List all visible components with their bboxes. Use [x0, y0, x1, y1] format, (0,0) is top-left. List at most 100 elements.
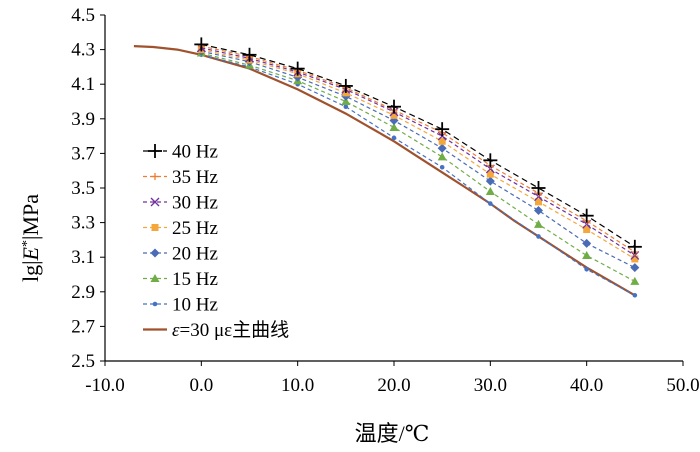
y-tick-label: 4.3	[71, 40, 95, 61]
data-point	[437, 143, 447, 153]
series-line	[201, 52, 636, 282]
legend-item: 20 Hz	[143, 244, 218, 265]
data-point	[534, 219, 543, 228]
data-point	[439, 164, 445, 170]
data-point	[391, 135, 397, 141]
x-tick-label: 10.0	[281, 375, 314, 396]
series-line	[201, 50, 636, 269]
data-point	[632, 292, 638, 298]
series-line	[201, 54, 636, 296]
y-axis-label: lg|E*|MPa	[18, 194, 43, 282]
data-point	[535, 198, 542, 206]
legend-marker	[152, 301, 158, 307]
legend-label: 10 Hz	[172, 295, 218, 316]
legend-label: 15 Hz	[172, 269, 218, 290]
legend-marker	[151, 173, 159, 180]
legend-label: 40 Hz	[172, 142, 218, 163]
data-point	[631, 255, 639, 263]
data-point	[290, 61, 305, 76]
data-point	[536, 234, 541, 239]
data-point	[486, 170, 494, 178]
data-point	[579, 208, 594, 223]
y-tick-label: 2.7	[71, 316, 95, 337]
legend-item: 35 Hz	[143, 167, 218, 188]
y-tick-label: 3.1	[71, 247, 95, 268]
data-point	[582, 238, 592, 248]
y-tick-label: 4.5	[71, 5, 95, 26]
data-point	[534, 205, 543, 215]
series-15-Hz	[196, 48, 640, 285]
data-point	[583, 226, 591, 234]
x-axis-label: 温度/℃	[355, 421, 430, 446]
legend-marker	[148, 144, 162, 158]
y-tick-label: 3.3	[71, 213, 95, 234]
series-25-Hz	[197, 46, 639, 263]
data-point	[630, 263, 640, 273]
series-10-Hz	[199, 52, 638, 298]
data-point	[483, 153, 498, 168]
y-tick-label: 3.7	[71, 143, 95, 164]
data-point	[435, 122, 450, 137]
data-point	[627, 239, 642, 254]
x-tick-label: 20.0	[377, 375, 410, 396]
legend-item: 15 Hz	[143, 269, 218, 290]
y-tick-label: 2.5	[71, 351, 95, 372]
y-tick-label: 2.9	[71, 282, 95, 303]
data-point	[390, 111, 398, 119]
data-point	[437, 152, 447, 161]
plot-area	[133, 37, 642, 298]
data-point	[584, 267, 589, 272]
data-point	[343, 104, 349, 109]
series-20-Hz	[196, 46, 640, 273]
legend-item: 10 Hz	[143, 295, 218, 316]
series-30-Hz	[196, 43, 640, 260]
series-line	[201, 49, 636, 260]
legend-marker	[150, 248, 160, 258]
x-tick-label: 30.0	[474, 375, 507, 396]
y-tick-label: 3.9	[71, 109, 95, 130]
series-40-Hz	[194, 37, 642, 254]
x-tick-label: 40.0	[570, 375, 603, 396]
data-point	[485, 186, 495, 195]
y-axis-label-var: E	[18, 246, 43, 261]
legend-item: ε=30 με主曲线	[143, 319, 289, 341]
legend-marker	[150, 197, 160, 207]
legend-marker	[151, 224, 159, 231]
data-point	[242, 47, 257, 62]
legend-item: 25 Hz	[143, 218, 218, 239]
legend-item: 40 Hz	[143, 142, 218, 163]
y-axis-label-sup: *	[20, 240, 35, 247]
y-tick-label: 4.1	[71, 74, 95, 95]
data-point	[194, 37, 209, 52]
y-axis-label-suffix: |MPa	[18, 194, 43, 240]
x-tick-label: -10.0	[85, 375, 125, 396]
legend-label: 25 Hz	[172, 218, 218, 239]
x-tick-label: 0.0	[189, 375, 213, 396]
legend-label: ε=30 με主曲线	[172, 319, 289, 341]
x-tick-labels: -10.0 0.0 10.0 20.0 30.0 40.0 50.0	[85, 375, 699, 396]
data-point	[630, 276, 640, 285]
legend-label: 35 Hz	[172, 167, 218, 188]
data-point	[582, 250, 592, 259]
legend-marker	[150, 274, 160, 282]
data-point	[341, 97, 351, 105]
data-point	[338, 78, 353, 93]
legend-label: 20 Hz	[172, 244, 218, 265]
data-point	[485, 176, 495, 186]
y-tick-label: 3.5	[71, 178, 95, 199]
y-tick-labels: 2.5 2.7 2.9 3.1 3.3 3.5 3.7 3.9 4.1 4.3 4.5	[71, 5, 95, 372]
data-point	[488, 201, 493, 206]
data-point	[389, 122, 399, 131]
data-point	[438, 137, 446, 145]
legend-item: 30 Hz	[143, 193, 218, 214]
series-line	[201, 47, 636, 257]
data-point	[387, 99, 401, 114]
axes	[100, 14, 684, 366]
y-axis-label-prefix: lg|	[18, 260, 43, 282]
x-tick-label: 50.0	[666, 375, 699, 396]
legend-label: 30 Hz	[172, 193, 218, 214]
data-point	[531, 181, 546, 195]
legend: 40 Hz 35 Hz 30 Hz 25 Hz 20 Hz 15 Hz 10 Hz ε=30 …	[143, 142, 289, 341]
series-line	[201, 43, 636, 248]
